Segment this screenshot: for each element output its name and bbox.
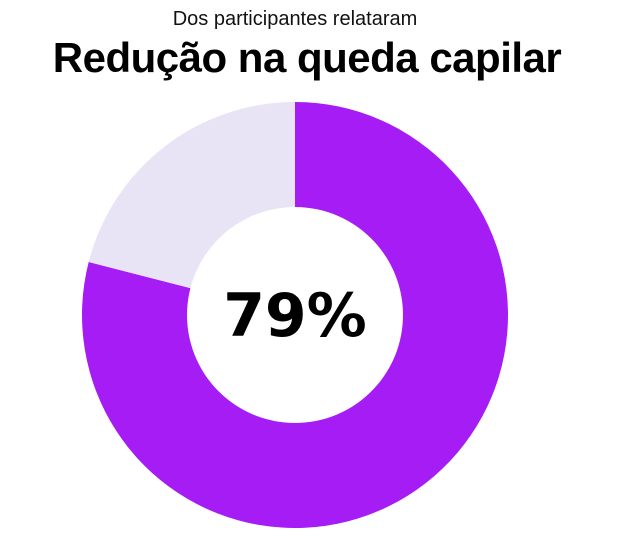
donut-chart: 79% [82,102,508,528]
donut-slice-reduction [82,102,508,528]
chart-title: Redução na queda capilar [52,34,562,81]
center-value-label: 79% [223,281,367,351]
donut-slice-remainder [88,102,295,289]
chart-subtitle: Dos participantes relataram [172,8,418,30]
